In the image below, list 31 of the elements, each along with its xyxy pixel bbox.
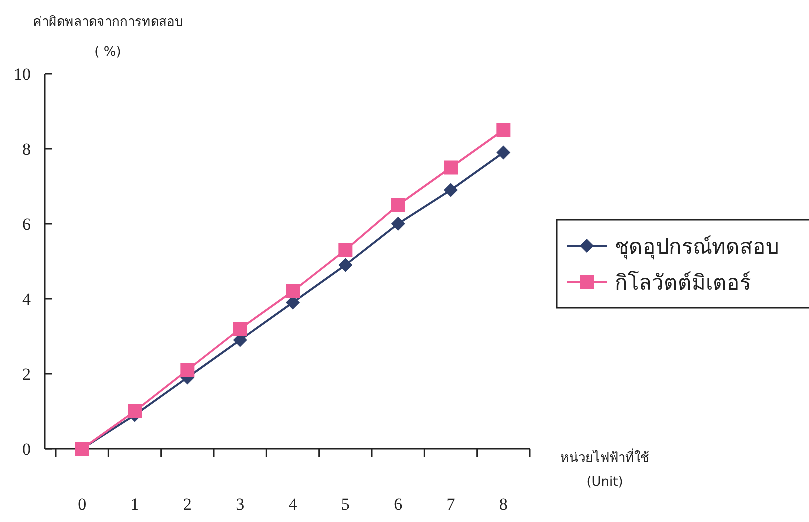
- y-tick-label: 0: [22, 440, 31, 459]
- point: [128, 404, 142, 418]
- x-axis-title: หน่วยไฟฟ้าที่ใช้ (Unit): [560, 449, 650, 490]
- y-axis-title: ค่าผิดพลาดจากการทดสอบ ( %): [33, 15, 183, 60]
- legend-label: กิโลวัตต์มิเตอร์: [615, 271, 751, 295]
- x-tick-label: 3: [236, 495, 245, 514]
- x-tick-label: 4: [288, 495, 298, 514]
- point: [233, 322, 248, 336]
- x-tick-label: 2: [183, 495, 192, 514]
- point: [444, 160, 458, 175]
- x-tick-label: 8: [499, 495, 508, 514]
- point: [286, 284, 300, 298]
- x-tick-label: 5: [341, 495, 350, 514]
- point: [391, 198, 406, 212]
- point: [496, 146, 511, 160]
- y-tick-label: 2: [22, 365, 31, 384]
- y-tick-label: 6: [22, 215, 31, 234]
- point: [391, 217, 406, 231]
- point: [444, 183, 458, 198]
- point: [338, 258, 353, 272]
- y-tick-label: 4: [22, 290, 32, 309]
- point: [180, 363, 195, 378]
- point: [338, 243, 353, 258]
- x-tick-label: 6: [394, 495, 403, 514]
- x-tick-label: 7: [446, 495, 456, 514]
- x-tick-label: 0: [78, 495, 87, 514]
- legend-label: ชุดอุปกรณ์ทดสอบ: [615, 235, 779, 260]
- y-tick-label: 8: [22, 140, 31, 159]
- point: [496, 123, 511, 138]
- x-tick-label: 1: [130, 495, 140, 514]
- y-tick-label: 10: [14, 65, 31, 84]
